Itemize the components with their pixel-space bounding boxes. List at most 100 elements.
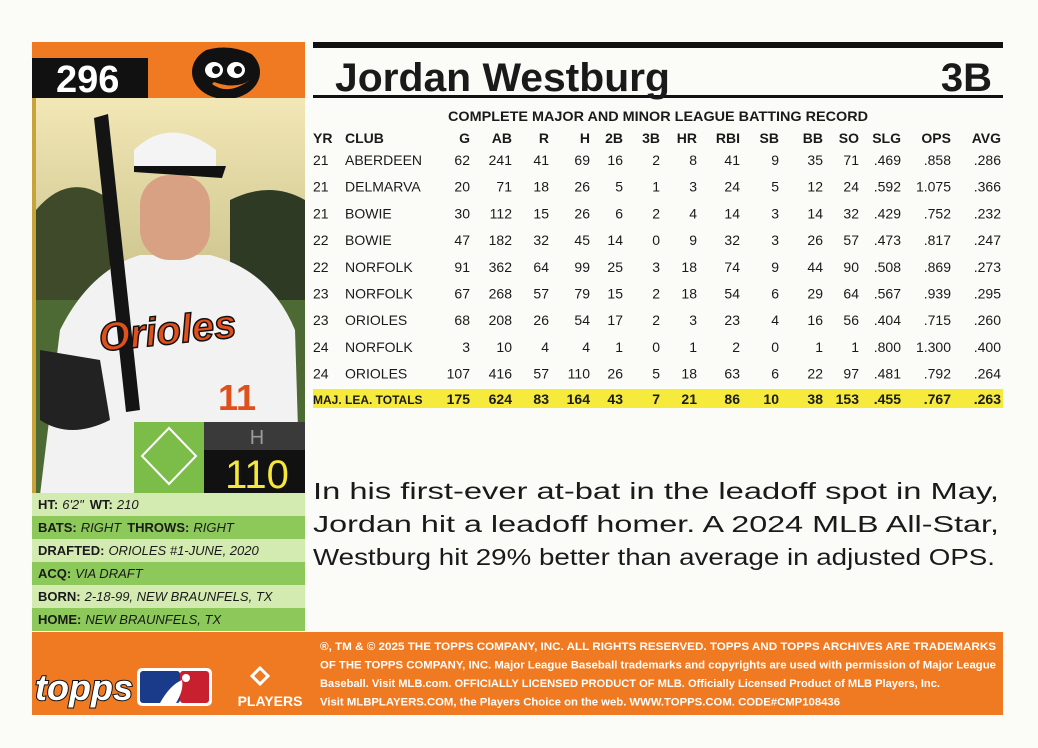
stat-cell: NORFOLK: [345, 286, 413, 302]
totals-cell: 38: [807, 391, 823, 407]
stat-cell: 112: [490, 205, 513, 221]
legal-line: ®, TM & © 2025 THE TOPPS COMPANY, INC. A…: [320, 641, 996, 653]
stat-cell: .404: [874, 312, 901, 328]
stat-cell: 69: [574, 152, 590, 168]
number-box: [32, 58, 148, 98]
stat-cell: .273: [974, 259, 1001, 275]
stat-cell: 14: [724, 205, 740, 221]
stat-cell: 110: [568, 366, 591, 382]
stat-cell: BOWIE: [345, 205, 392, 221]
team-logo: [192, 43, 260, 99]
stat-cell: 54: [724, 286, 740, 302]
stat-cell: .567: [874, 286, 901, 302]
card-number: 296: [56, 59, 119, 101]
column-header: RBI: [716, 130, 740, 146]
stat-cell: 2: [652, 152, 660, 168]
stat-cell: 64: [533, 259, 549, 275]
top-rule: [313, 42, 1003, 48]
stat-cell: 21: [313, 152, 329, 168]
stat-cell: 63: [724, 366, 740, 382]
stat-cell: 2: [732, 339, 740, 355]
stat-cell: 26: [533, 312, 549, 328]
column-header: CLUB: [345, 130, 384, 146]
stat-cell: 268: [489, 286, 513, 302]
stat-cell: 24: [313, 339, 329, 355]
stat-cell: 68: [454, 312, 470, 328]
stat-cell: 107: [447, 366, 471, 382]
stat-cell: 22: [807, 366, 823, 382]
stat-cell: 9: [771, 152, 779, 168]
stat-cell: 0: [771, 339, 779, 355]
stat-cell: 16: [807, 312, 823, 328]
stat-cell: 182: [489, 232, 513, 248]
column-header: HR: [677, 130, 697, 146]
stat-cell: 4: [582, 339, 590, 355]
bio-line: Jordan hit a leadoff homer. A 2024 MLB A…: [313, 511, 999, 537]
totals-label: MAJ. LEA. TOTALS: [313, 393, 423, 407]
info-value: RIGHT: [193, 520, 235, 535]
stat-cell: 17: [607, 312, 623, 328]
stat-cell: 26: [574, 179, 590, 195]
stat-value: 110: [225, 453, 289, 497]
column-header: R: [539, 130, 549, 146]
stat-cell: 67: [454, 286, 470, 302]
stat-cell: 3: [462, 339, 470, 355]
legal-line: Visit MLBPLAYERS.COM, the Players Choice…: [320, 697, 840, 709]
info-value: NEW BRAUNFELS, TX: [85, 612, 222, 627]
totals-cell: 175: [447, 391, 471, 407]
stat-cell: 14: [607, 232, 623, 248]
stat-cell: 6: [771, 286, 779, 302]
stat-cell: 2: [652, 286, 660, 302]
column-header: BB: [803, 130, 823, 146]
info-label: BATS:: [38, 520, 77, 535]
stat-cell: 1.075: [916, 179, 951, 195]
totals-cell: .767: [924, 391, 951, 407]
stat-cell: 23: [313, 312, 329, 328]
totals-cell: .263: [974, 391, 1001, 407]
stat-cell: 71: [496, 179, 512, 195]
totals-cell: .455: [874, 391, 901, 407]
stat-cell: 1: [652, 179, 660, 195]
stat-cell: 3: [689, 179, 697, 195]
svg-text:Orioles: Orioles: [97, 302, 239, 360]
stat-cell: 241: [489, 152, 513, 168]
legal-line: OF THE TOPPS COMPANY, INC. Major League …: [320, 660, 996, 672]
stat-cell: 18: [681, 366, 697, 382]
stat-cell: 21: [313, 179, 329, 195]
info-label: BORN:: [38, 589, 81, 604]
stat-cell: 208: [489, 312, 513, 328]
stat-cell: 4: [689, 205, 697, 221]
stat-cell: 22: [313, 259, 329, 275]
stat-cell: 0: [652, 339, 660, 355]
info-label: HT:: [38, 497, 58, 512]
players-logo: PLAYERS: [238, 693, 303, 709]
stat-cell: 3: [652, 259, 660, 275]
stat-cell: ABERDEEN: [345, 152, 422, 168]
stat-cell: .366: [974, 179, 1001, 195]
column-header: AB: [492, 130, 512, 146]
stat-cell: 26: [807, 232, 823, 248]
stat-cell: .858: [924, 152, 951, 168]
stat-cell: 15: [607, 286, 623, 302]
stat-cell: 15: [533, 205, 549, 221]
info-label: THROWS:: [127, 520, 189, 535]
players-mark: [249, 665, 271, 687]
stat-cell: 79: [574, 286, 590, 302]
stat-cell: 32: [843, 205, 859, 221]
stat-cell: 30: [454, 205, 470, 221]
stat-cell: 21: [313, 205, 329, 221]
totals-cell: 7: [652, 391, 660, 407]
stat-cell: 12: [807, 179, 823, 195]
info-row: [32, 539, 305, 562]
stat-cell: .247: [974, 232, 1001, 248]
stat-label: H: [250, 427, 264, 449]
stat-cell: .232: [974, 205, 1001, 221]
totals-cell: 164: [567, 391, 591, 407]
stat-cell: NORFOLK: [345, 259, 413, 275]
stat-cell: .715: [924, 312, 951, 328]
totals-cell: 624: [489, 391, 513, 407]
stat-cell: .429: [874, 205, 901, 221]
player-name: Jordan Westburg: [335, 56, 670, 100]
stat-cell: 6: [771, 366, 779, 382]
stat-cell: 9: [689, 232, 697, 248]
